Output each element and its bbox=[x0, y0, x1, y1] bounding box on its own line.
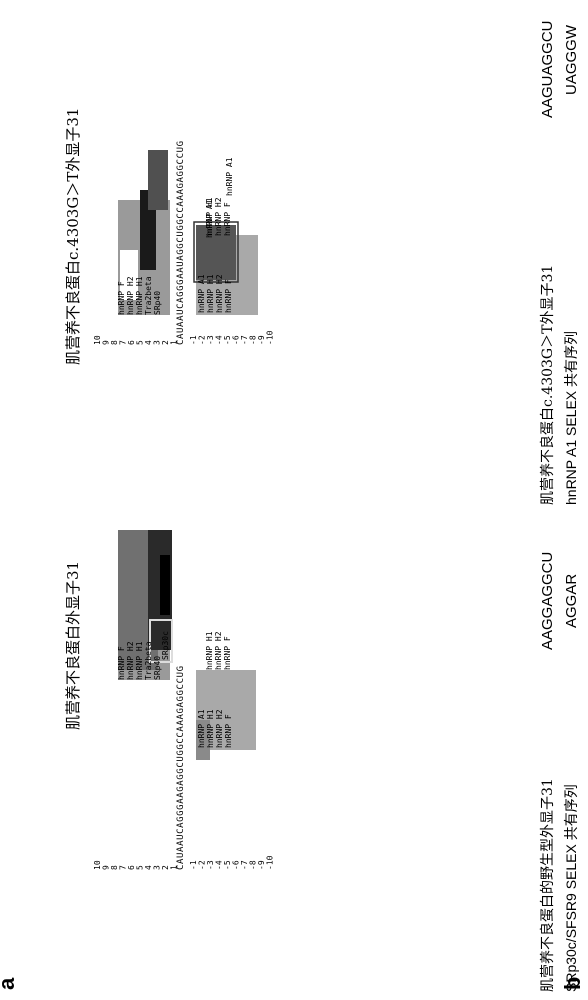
factor-label: hnRNP A1 bbox=[197, 709, 206, 748]
mut-consensus-seq: AAGUAGGCU bbox=[539, 20, 556, 118]
mutant-side-label: hnRNP A1 bbox=[225, 157, 234, 196]
factor-label: hnRNP H1 bbox=[205, 631, 214, 670]
wild-type-axis-bottom: -1-2-3-4-5-6-7-8-9-10 bbox=[189, 855, 275, 870]
wild-type-silencer-labels: hnRNP A1hnRNP H1hnRNP H2hnRNP F bbox=[197, 709, 233, 748]
hn-consensus-label: hnRNP A1 SELEX 共有序列 bbox=[563, 331, 579, 505]
mutant-title: 肌营养不良蛋白c.4303G＞T外显子31 bbox=[64, 108, 82, 365]
wild-type-title: 肌营养不良蛋白外显子31 bbox=[64, 561, 82, 730]
wild-type-silencer-labels-2: hnRNP H1hnRNP H2hnRNP F bbox=[205, 631, 232, 670]
hn-consensus-seq: UAGGGW bbox=[563, 24, 580, 95]
factor-label: Tra2beta bbox=[144, 276, 153, 315]
factor-label: hnRNP F bbox=[117, 281, 126, 315]
factor-label: hnRNP A1 bbox=[197, 274, 206, 313]
axis-tick-label: -10 bbox=[266, 330, 275, 345]
wild-type-axis-top: 10987654321 bbox=[93, 860, 179, 870]
wt-bar-black bbox=[160, 555, 170, 615]
wt-consensus-seq: AAGGAGGCU bbox=[539, 552, 556, 650]
mut-bar-srp40 bbox=[148, 150, 168, 210]
factor-label: SRp30c bbox=[161, 631, 170, 660]
mutant-sequence: CAUAAUCAGGGAAUAGGCUGGCCAAAGAGGCCUG bbox=[176, 140, 186, 345]
mut-consensus-label: 肌营养不良蛋白c.4303G＞T外显子31 bbox=[540, 265, 556, 505]
factor-label: hnRNP H2 bbox=[126, 641, 135, 680]
factor-label: hnRNP H2 bbox=[215, 274, 224, 313]
factor-label: hnRNP H2 bbox=[215, 709, 224, 748]
mutant-boxed-label: hnRNP A1 bbox=[205, 199, 214, 238]
mutant-axis-bottom: -1-2-3-4-5-6-7-8-9-10 bbox=[189, 330, 275, 345]
wild-type-sequence: CAUAAUCAGGGAAGAGGCUGGCCAAAGAGGCCUG bbox=[176, 665, 186, 870]
factor-label: Tra2beta bbox=[144, 641, 153, 680]
wt-consensus-label: 肌营养不良蛋白的野生型外显子31 bbox=[540, 778, 556, 992]
axis-tick-label: -10 bbox=[266, 855, 275, 870]
mutant-silencer-labels: hnRNP A1hnRNP H1hnRNP H2hnRNP F bbox=[197, 274, 233, 313]
factor-label: hnRNP F bbox=[224, 279, 233, 313]
factor-label: hnRNP F bbox=[117, 646, 126, 680]
factor-label: hnRNP H1 bbox=[206, 709, 215, 748]
factor-label: hnRNP H2 bbox=[126, 276, 135, 315]
factor-label: hnRNP H2 bbox=[214, 197, 223, 236]
factor-label: hnRNP F bbox=[224, 714, 233, 748]
srp-consensus-seq: AGGAR bbox=[563, 574, 580, 628]
factor-label: hnRNP H1 bbox=[135, 641, 144, 680]
factor-label: hnRNP F bbox=[223, 202, 232, 236]
factor-label: hnRNP H1 bbox=[206, 274, 215, 313]
panel-label-a: a bbox=[0, 977, 19, 990]
srp-consensus-label: SRp30c/SFSR9 SELEX 共有序列 bbox=[563, 784, 579, 992]
factor-label: hnRNP H2 bbox=[214, 631, 223, 670]
wild-type-panel: 肌营养不良蛋白外显子31 10987654321 -1-2-3-4-5-6-7-… bbox=[64, 530, 275, 870]
factor-label: SRp40 bbox=[153, 291, 162, 315]
factor-label: hnRNP H1 bbox=[135, 276, 144, 315]
factor-label: hnRNP F bbox=[223, 636, 232, 670]
mutant-panel: 肌营养不良蛋白c.4303G＞T外显子31 10987654321 -1-2-3… bbox=[64, 108, 275, 365]
consensus-panel: 肌营养不良蛋白的野生型外显子31 AAGGAGGCU SRp30c/SFSR9 … bbox=[539, 20, 580, 992]
mutant-axis-top: 10987654321 bbox=[93, 335, 179, 345]
